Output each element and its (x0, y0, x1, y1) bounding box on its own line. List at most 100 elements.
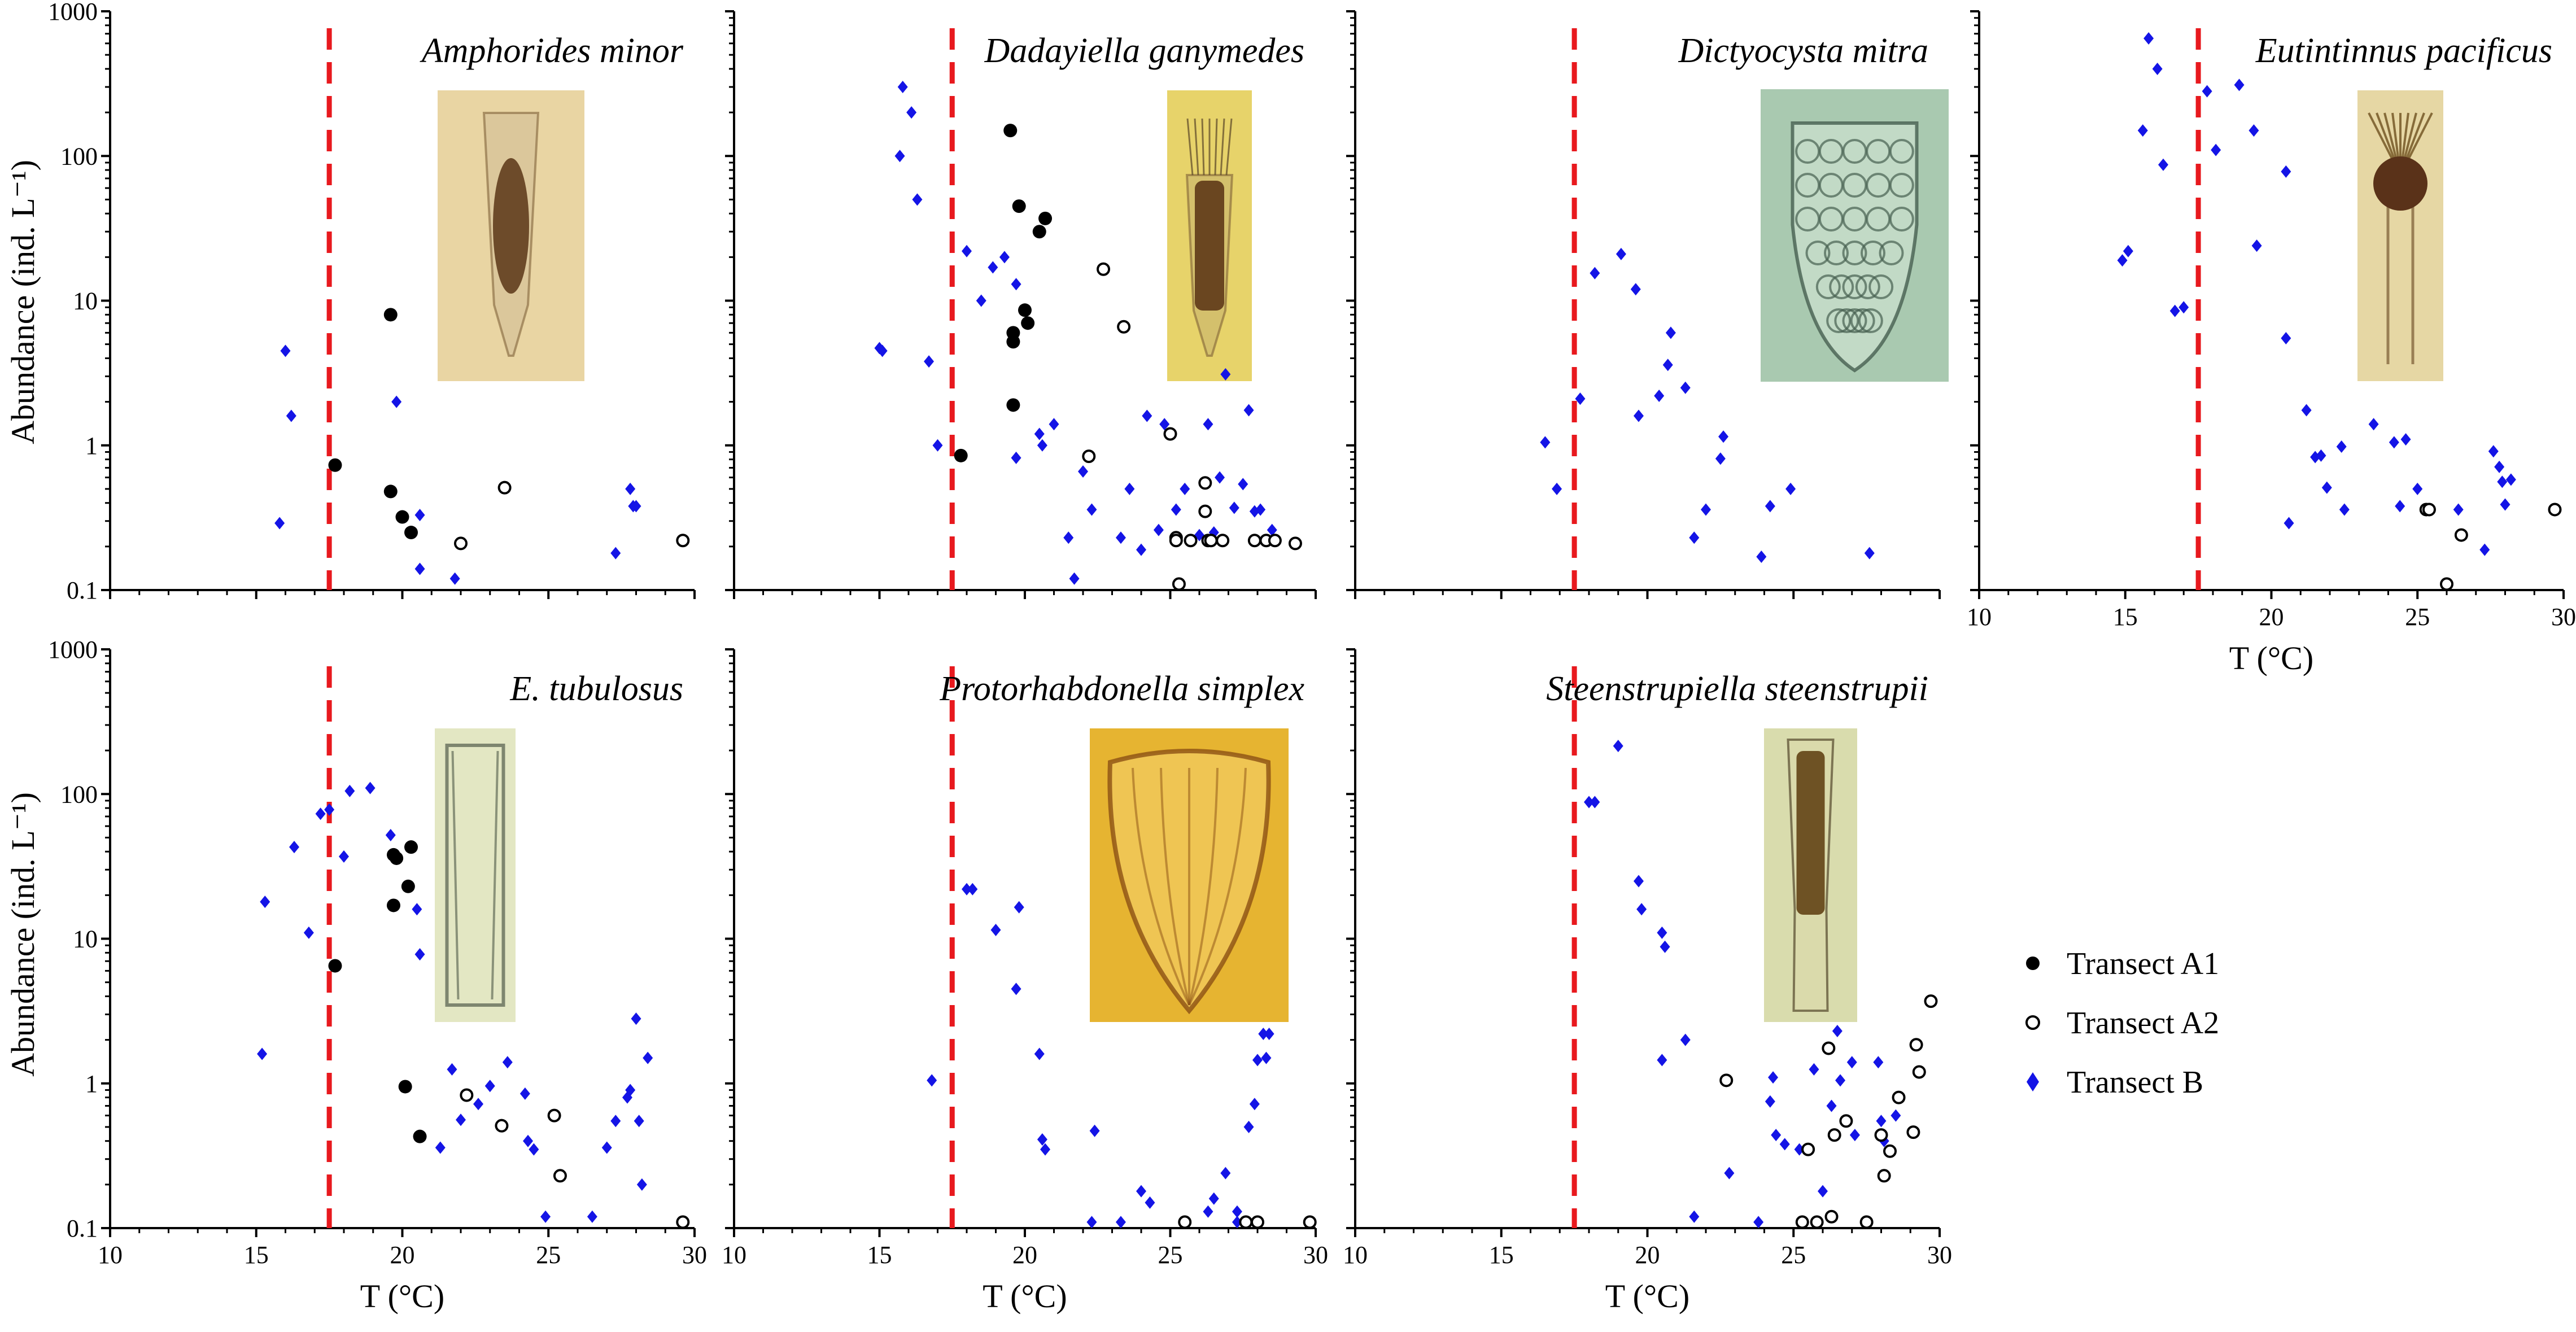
point-transect-b (988, 261, 998, 274)
panel-title: Dictyocysta mitra (1678, 32, 1928, 70)
point-transect-b (324, 803, 335, 816)
point-transect-b (2123, 244, 2133, 257)
point-transect-b (414, 509, 425, 522)
point-transect-b (1153, 523, 1164, 536)
x-tick-label: 30 (2551, 603, 2576, 631)
point-transect-b (1753, 1216, 1764, 1229)
point-transect-a1 (1006, 326, 1020, 340)
point-transect-a2 (1801, 1142, 1815, 1156)
point-transect-b (2284, 517, 2294, 530)
y-tick-label: 100 (60, 142, 98, 170)
legend-label-a2: Transect A2 (2067, 1006, 2219, 1041)
point-transect-b (625, 482, 636, 495)
point-transect-b (1232, 1205, 1242, 1218)
point-transect-b (1069, 572, 1080, 585)
panel-title: Protorhabdonella simplex (939, 670, 1304, 708)
panel-amphorides-minor: 0.1 1 10 100 1000 Amphorides minor (48, 0, 696, 604)
point-transect-b (1203, 418, 1213, 431)
e-tubulosus-image (435, 728, 516, 1022)
point-transect-b (1063, 531, 1074, 544)
point-transect-b (257, 1047, 268, 1060)
y-tick-label: 1000 (48, 0, 98, 25)
point-transect-b (1715, 452, 1726, 465)
x-tick-label: 25 (1158, 1241, 1183, 1269)
point-transect-a1 (1012, 199, 1026, 213)
point-transect-b (1049, 418, 1059, 431)
point-transect-b (1657, 1054, 1667, 1067)
point-transect-b (1835, 1074, 1846, 1087)
point-transect-b (1267, 523, 1277, 536)
point-transect-a2 (1198, 504, 1212, 518)
point-transect-a2 (1719, 1073, 1734, 1088)
point-transect-b (2412, 482, 2423, 495)
legend-label-b: Transect B (2067, 1065, 2203, 1100)
point-transect-b (1873, 1056, 1884, 1069)
point-transect-b (967, 883, 978, 896)
point-transect-b (1115, 531, 1126, 544)
point-transect-b (2497, 475, 2508, 488)
legend-marker-a1 (2026, 957, 2040, 970)
point-transect-b (912, 193, 923, 206)
point-transect-b (1876, 1115, 1887, 1128)
point-transect-a2 (1874, 1128, 1888, 1142)
point-transect-b (1689, 1210, 1700, 1223)
point-transect-a2 (1169, 534, 1183, 548)
point-transect-b (1171, 503, 1181, 516)
y-tick-label: 1000 (48, 636, 98, 663)
point-transect-a1 (954, 448, 968, 462)
point-transect-b (1846, 1056, 1857, 1069)
point-transect-b (1540, 436, 1551, 449)
point-transect-b (2316, 449, 2326, 462)
point-transect-b (1232, 1216, 1242, 1229)
point-transect-b (435, 1141, 446, 1154)
point-transect-a2 (1859, 1215, 1874, 1229)
point-transect-b (897, 80, 908, 93)
point-transect-b (2158, 158, 2169, 171)
point-transect-b (1011, 451, 1021, 464)
point-transect-b (1633, 409, 1644, 422)
point-transect-b (365, 781, 376, 794)
point-transect-a1 (383, 484, 398, 499)
point-transect-a2 (1822, 1041, 1836, 1055)
x-tick-label: 20 (1635, 1241, 1660, 1269)
point-transect-b (339, 850, 349, 863)
point-transect-b (1771, 1129, 1782, 1142)
point-transect-b (1089, 1124, 1100, 1137)
point-transect-a2 (1795, 1215, 1809, 1229)
legend-marker-a2 (2025, 1015, 2040, 1030)
point-transect-b (1864, 547, 1875, 560)
point-transect-b (2281, 332, 2291, 345)
point-transect-a2 (2422, 503, 2436, 517)
point-transect-a1 (390, 851, 404, 865)
point-transect-b (2395, 500, 2405, 513)
point-transect-b (1552, 482, 1562, 495)
point-transect-b (1701, 503, 1711, 516)
x-tick-label: 15 (1489, 1241, 1514, 1269)
panel-dadayiella-ganymedes: Dadayiella ganymedes (725, 10, 1317, 599)
point-transect-a1 (1038, 211, 1053, 225)
point-transect-a2 (1827, 1128, 1841, 1142)
point-transect-b (1657, 926, 1667, 939)
point-transect-b (2169, 304, 2180, 317)
point-transect-b (2494, 460, 2505, 473)
y-tick-label: 0.1 (67, 577, 98, 604)
point-transect-b (315, 807, 326, 820)
point-transect-b (1654, 390, 1665, 403)
panel-title: Dadayiella ganymedes (984, 32, 1304, 70)
x-tick-label: 25 (536, 1241, 561, 1269)
point-transect-a1 (1006, 398, 1020, 412)
point-transect-a1 (328, 959, 342, 973)
point-transect-a2 (676, 1215, 690, 1229)
point-transect-b (2251, 239, 2262, 252)
point-transect-b (1809, 1063, 1819, 1076)
point-transect-a2 (1097, 262, 1111, 276)
point-transect-b (631, 1012, 641, 1025)
y-tick-label: 10 (73, 287, 98, 315)
point-transect-b (1665, 326, 1676, 339)
point-transect-b (385, 829, 396, 842)
point-transect-b (610, 547, 621, 560)
point-transect-b (2152, 62, 2163, 75)
point-transect-b (280, 344, 291, 357)
dadayiella-ganymedes-image (1167, 90, 1252, 381)
point-transect-b (1238, 478, 1248, 491)
